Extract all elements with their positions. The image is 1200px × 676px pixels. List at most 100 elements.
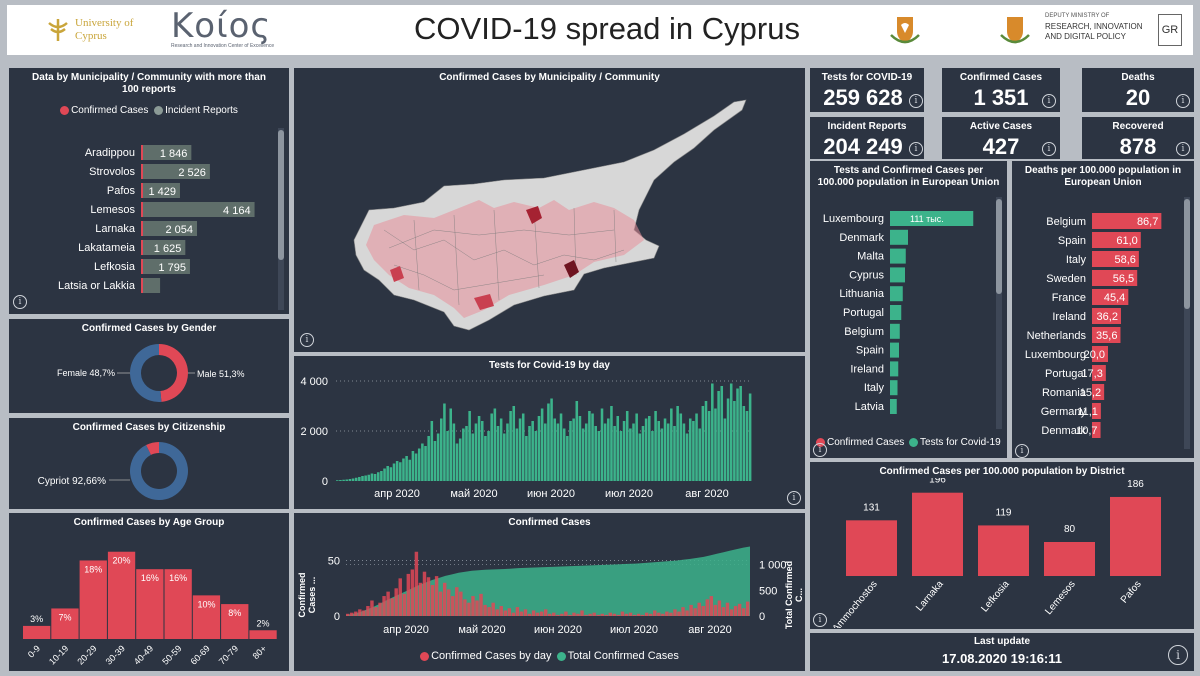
municipality-confirmed-bar: [141, 164, 143, 179]
eu-tests-category-label: Malta: [857, 251, 885, 263]
gender-slice: [130, 344, 162, 402]
info-icon[interactable]: i: [300, 333, 314, 347]
district-category-label: Pafos: [1119, 579, 1144, 606]
koios-logo-text: Κοίος: [171, 6, 272, 46]
tests-bar: [496, 426, 500, 481]
gender-male-label: Male 51,3%: [197, 369, 245, 379]
info-icon[interactable]: i: [1176, 142, 1190, 156]
tests-bar: [534, 431, 538, 481]
info-icon[interactable]: i: [787, 491, 801, 505]
eu-deaths-data-label: 10,7: [1076, 425, 1097, 437]
kpi-recovered-value: 878: [1119, 134, 1157, 159]
cases-y-tick-left: 50: [328, 556, 340, 568]
tests-bar: [503, 433, 506, 481]
tests-bar: [717, 391, 720, 481]
cases-daily-bar: [386, 591, 390, 616]
cases-daily-bar: [669, 612, 673, 616]
tests-bar: [607, 418, 610, 481]
eu-tests-scrollbar-thumb[interactable]: [996, 199, 1002, 294]
tests-bar: [484, 436, 487, 481]
cases-daily-bar: [709, 596, 714, 616]
eu-tests-category-label: Cyprus: [849, 269, 884, 281]
cyprus-emblem-icon: [890, 17, 920, 44]
cases-daily-bar: [649, 613, 653, 616]
cyprus-emblem: [885, 11, 925, 51]
info-icon[interactable]: i: [1168, 645, 1188, 665]
eu-tests-bar: [890, 286, 903, 302]
info-icon[interactable]: i: [813, 443, 827, 457]
tests-bar: [408, 459, 412, 481]
eu-deaths-bar-chart: Belgium 86,7 Spain 61,0 Italy 58,6 Sweden 56,5 F…: [1025, 213, 1162, 438]
tests-bar: [389, 467, 393, 481]
municipality-category-label: Strovolos: [89, 166, 135, 178]
age-bar: [136, 569, 164, 639]
cases-daily-bar: [527, 613, 532, 616]
tests-bar: [468, 411, 471, 481]
eu-deaths-scrollbar-thumb[interactable]: [1184, 199, 1190, 309]
info-icon[interactable]: i: [1015, 444, 1029, 458]
tests-bar: [440, 418, 443, 481]
cases-daily-bar: [418, 582, 423, 616]
age-data-label: 8%: [228, 608, 241, 618]
info-icon[interactable]: i: [813, 613, 827, 627]
tests-bar: [726, 398, 730, 481]
eu-deaths-bar: [1092, 422, 1101, 438]
info-icon[interactable]: i: [1176, 94, 1190, 108]
cases-daily-bar: [580, 610, 584, 616]
info-icon[interactable]: i: [1042, 142, 1056, 156]
age-category-label: 80+: [251, 643, 269, 661]
citizenship-slice: [129, 442, 188, 500]
tests-y-tick: 4 000: [300, 376, 328, 388]
tests-bar: [477, 416, 481, 481]
eu-tests-scrollbar[interactable]: [996, 197, 1002, 429]
cases-x-tick: апр 2020: [383, 624, 429, 636]
page-title: COVID-19 spread in Cyprus: [414, 11, 800, 46]
tests-panel: Tests for Covid-19 by day 0 2 000 4 000 апр…: [294, 356, 805, 509]
language-toggle-button[interactable]: GR: [1158, 14, 1182, 46]
eu-tests-bar: [890, 267, 905, 283]
cases-legend: Confirmed Cases by day Total Confirmed C…: [294, 650, 805, 662]
cases-daily-bar: [729, 609, 734, 616]
info-icon[interactable]: i: [909, 94, 923, 108]
tests-bar: [739, 386, 742, 481]
tests-bar: [547, 403, 550, 481]
municipality-category-label: Pafos: [107, 185, 136, 197]
tests-bar: [550, 398, 553, 481]
tests-x-tick: июл 2020: [605, 488, 653, 500]
cases-daily-bar: [511, 612, 516, 616]
cases-daily-bar: [438, 591, 443, 616]
tests-bar: [395, 461, 399, 481]
tests-bar: [714, 408, 717, 481]
cases-daily-bar: [402, 593, 406, 616]
cases-daily-bar: [568, 614, 572, 616]
cases-daily-bar: [737, 603, 742, 616]
info-icon[interactable]: i: [909, 142, 923, 156]
tests-bar: [540, 408, 544, 481]
cases-daily-bar: [390, 598, 394, 616]
district-bar: [1044, 542, 1095, 576]
cyprus-map[interactable]: [294, 90, 805, 350]
eu-deaths-scrollbar[interactable]: [1184, 197, 1190, 449]
cases-daily-bar: [374, 607, 378, 616]
cases-daily-bar: [733, 606, 738, 616]
municipality-scrollbar-thumb[interactable]: [278, 130, 284, 260]
tests-bar: [336, 480, 339, 481]
district-bar: [1110, 496, 1161, 576]
cases-x-tick: май 2020: [458, 624, 505, 636]
eu-deaths-bar: [1092, 308, 1121, 324]
tests-bar: [490, 413, 493, 481]
cases-daily-bar: [394, 588, 398, 616]
cases-daily-bar: [689, 604, 693, 616]
cases-daily-bar: [745, 601, 750, 616]
tests-bar: [616, 416, 620, 481]
koios-logo: Κοίος Research and Innovation Center of …: [171, 7, 301, 53]
gender-female-label: Female 48,7%: [57, 368, 115, 378]
cases-daily-bar: [713, 604, 718, 616]
tests-bar: [364, 475, 367, 481]
eu-deaths-category-label: Italy: [1066, 254, 1087, 266]
eu-deaths-bar: [1092, 384, 1105, 400]
municipality-reports-bar: [141, 202, 255, 217]
info-icon[interactable]: i: [13, 295, 27, 309]
info-icon[interactable]: i: [1042, 94, 1056, 108]
tests-bar: [512, 406, 516, 481]
